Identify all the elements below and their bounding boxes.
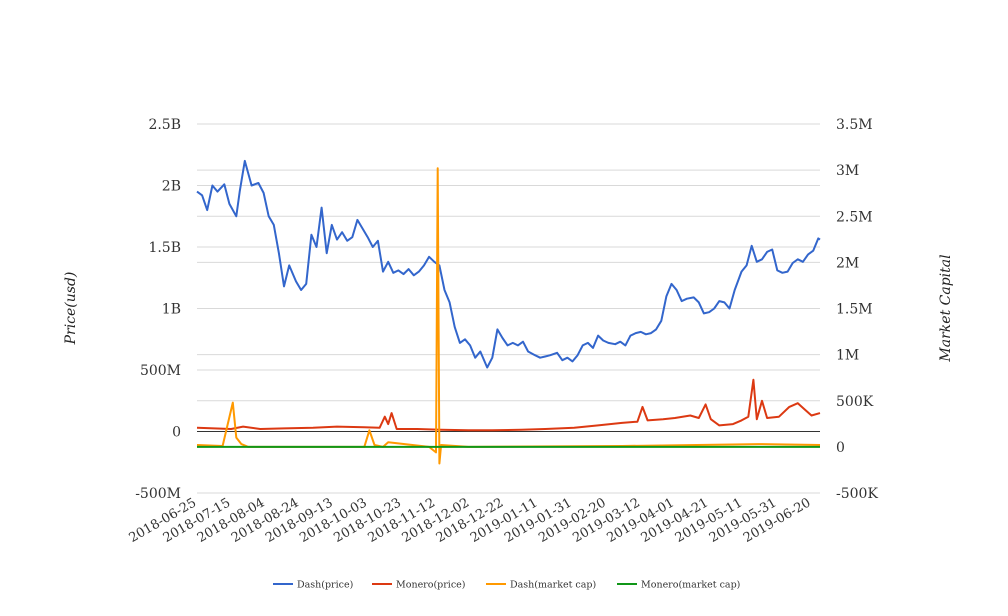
- right-tick-label: -500K: [836, 486, 878, 502]
- left-tick-label: 500M: [140, 363, 181, 379]
- right-tick-label: 1.5M: [836, 302, 873, 318]
- series-line-dash-price-: [196, 159, 821, 369]
- left-axis-ticks: -500M 0 500M 1B 1.5B 2B 2.5B: [135, 117, 181, 502]
- legend-label: Monero(price): [396, 580, 465, 591]
- left-tick-label: 0: [172, 425, 181, 441]
- legend-label: Dash(price): [297, 580, 353, 591]
- series-line-dash-market-cap-: [196, 167, 821, 465]
- series-line-monero-price-: [196, 378, 821, 432]
- right-axis-ticks: -500K 0 500K 1M 1.5M 2M 2.5M 3M 3.5M: [836, 117, 878, 502]
- x-axis-ticks: 2018-06-252018-07-152018-08-042018-08-24…: [127, 495, 814, 545]
- left-tick-label: 2.5B: [148, 117, 181, 133]
- grid-lines: [197, 123, 820, 494]
- right-axis-title: Market Capital: [938, 254, 954, 362]
- right-tick-label: 2M: [836, 255, 859, 271]
- right-tick-label: 2.5M: [836, 209, 873, 225]
- left-tick-label: 1B: [162, 302, 181, 318]
- right-tick-label: 0: [836, 440, 845, 456]
- left-tick-label: 2B: [162, 179, 181, 195]
- legend-label: Monero(market cap): [641, 580, 740, 591]
- right-tick-label: 3.5M: [836, 117, 873, 133]
- series-lines: [196, 159, 821, 465]
- right-tick-label: 1M: [836, 348, 859, 364]
- right-tick-label: 500K: [836, 394, 874, 410]
- left-axis-title: Price(usd): [63, 272, 79, 346]
- left-tick-label: 1.5B: [148, 240, 181, 256]
- legend: Dash(price) Monero(price) Dash(market cap)…: [273, 580, 740, 591]
- right-tick-label: 3M: [836, 163, 859, 179]
- legend-label: Dash(market cap): [510, 580, 596, 591]
- left-tick-label: -500M: [135, 486, 181, 502]
